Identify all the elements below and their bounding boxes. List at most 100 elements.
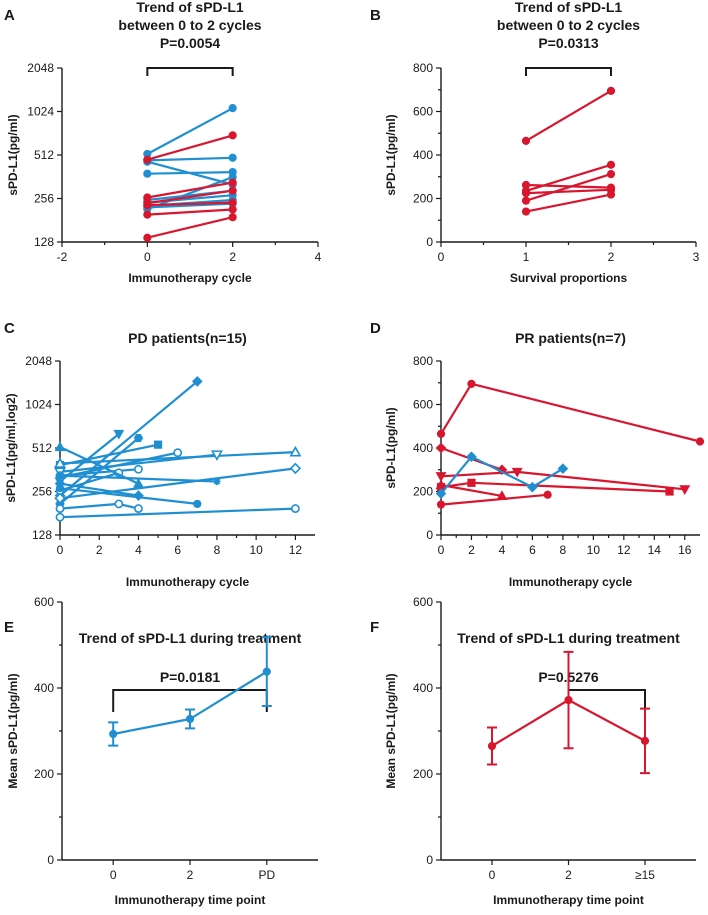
y-tick-label: 800 (413, 61, 433, 75)
series-a-12 (143, 198, 237, 210)
x-tick-label: 0 (57, 543, 64, 557)
chart-title-a: between 0 to 2 cycles (118, 17, 261, 33)
series-line (440, 483, 503, 497)
y-tick-label: 200 (413, 485, 433, 499)
x-tick-label: 10 (249, 543, 263, 557)
series-a-9 (143, 131, 237, 164)
data-point (521, 207, 531, 216)
chart-title-e: Trend of sPD-L1 during treatment (79, 630, 302, 646)
y-tick-label: 256 (34, 192, 54, 206)
series-line (59, 487, 198, 505)
data-point (606, 86, 616, 95)
data-point (133, 490, 144, 501)
x-axis-label-f: Immunotherapy time point (493, 893, 644, 907)
panel-label-d: D (370, 320, 381, 337)
data-point (228, 186, 237, 195)
panel-label-c: C (4, 320, 15, 337)
significance-bracket-a (146, 67, 234, 76)
data-point (193, 499, 202, 509)
p-value-b: P=0.0313 (538, 35, 599, 51)
data-point (143, 169, 152, 178)
series-line (59, 453, 218, 473)
series-c-2 (55, 434, 144, 508)
x-tick-label: PD (258, 868, 275, 882)
series-line (59, 507, 296, 519)
data-point (54, 492, 66, 504)
y-tick-label: 600 (413, 595, 433, 609)
series-line (59, 451, 296, 465)
x-tick-label: 4 (315, 250, 322, 264)
series-line (147, 189, 233, 205)
series-line (147, 202, 233, 209)
significance-bracket-b (525, 67, 612, 76)
series-line (525, 193, 612, 213)
data-point (606, 190, 616, 199)
series-line (59, 471, 120, 492)
x-tick-label: 16 (678, 543, 692, 557)
y-axis-label-f: Mean sPD-L1(pg/ml) (384, 673, 398, 788)
series-a-10 (143, 178, 237, 202)
x-axis-label-d: Immunotherapy cycle (509, 575, 633, 589)
series-line (59, 433, 120, 483)
data-point (262, 667, 271, 676)
series-a-13 (143, 205, 237, 219)
data-point (173, 448, 183, 458)
data-point (436, 500, 446, 509)
data-point (435, 488, 447, 499)
series-b-5 (521, 190, 616, 216)
panel-label-a: A (4, 7, 15, 24)
series-c-11 (54, 441, 144, 488)
series-line (59, 482, 139, 497)
series-line (440, 493, 548, 506)
x-tick-label: 2 (608, 250, 615, 264)
y-tick-label: 1024 (27, 105, 54, 119)
x-tick-label: 10 (587, 543, 601, 557)
data-point (143, 210, 152, 219)
data-point (210, 450, 223, 461)
x-tick-label: 0 (438, 250, 445, 264)
series-c-14 (55, 504, 300, 522)
series-c-13 (55, 484, 202, 509)
series-line (440, 382, 701, 443)
y-tick-label: 128 (34, 235, 54, 249)
series-line (525, 89, 612, 142)
data-point (134, 464, 143, 474)
data-point (527, 481, 538, 493)
y-tick-label: 400 (413, 441, 433, 455)
series-line (147, 156, 233, 162)
data-point (228, 198, 237, 207)
panel-a: A Trend of sPD-L1 between 0 to 2 cycles P=0… (4, 0, 322, 285)
x-tick-label: ≥15 (635, 868, 655, 882)
y-axis-label-e: Mean sPD-L1(pg/ml) (6, 673, 20, 788)
data-point (564, 695, 573, 705)
x-axis-label-e: Immunotherapy time point (115, 893, 266, 907)
x-tick-label: 4 (135, 543, 142, 557)
series-line (59, 502, 139, 510)
series-line (147, 208, 233, 216)
x-tick-label: 2 (565, 868, 572, 882)
y-axis-label-a: sPD-L1(pg/ml) (6, 114, 20, 195)
data-point (289, 462, 302, 475)
x-tick-label: 8 (214, 543, 221, 557)
y-tick-label: 200 (34, 767, 54, 781)
data-point (467, 379, 476, 388)
data-point (213, 477, 221, 486)
chart-title-f: Trend of sPD-L1 during treatment (457, 630, 680, 646)
y-tick-label: 600 (413, 105, 433, 119)
data-point (665, 487, 674, 496)
data-point (521, 136, 531, 145)
y-tick-label: 200 (413, 192, 433, 206)
data-point (54, 457, 66, 468)
x-tick-label: 6 (174, 543, 181, 557)
data-point (487, 741, 497, 751)
data-point (695, 437, 705, 446)
series-line (59, 468, 139, 477)
data-point (679, 485, 691, 495)
series-line (147, 181, 233, 199)
data-point (435, 472, 447, 482)
y-tick-label: 0 (426, 528, 433, 542)
data-point (228, 153, 237, 162)
y-tick-label: 1024 (25, 398, 52, 412)
